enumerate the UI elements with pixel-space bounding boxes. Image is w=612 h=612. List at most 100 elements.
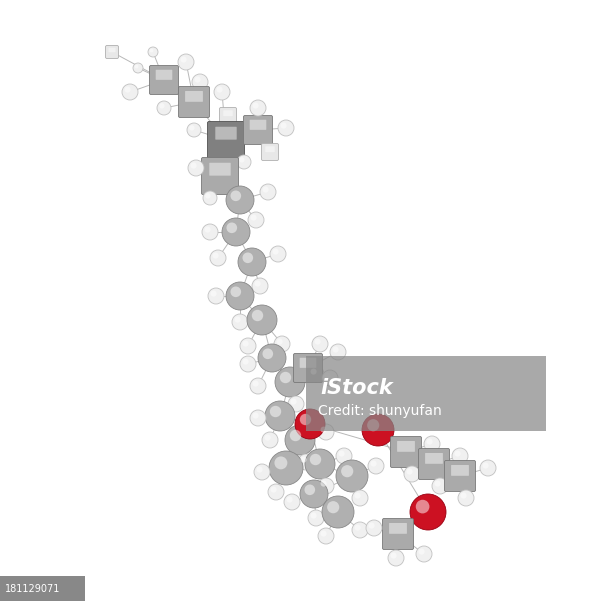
Circle shape [366, 520, 382, 536]
Circle shape [210, 250, 226, 266]
Circle shape [300, 480, 328, 508]
Circle shape [208, 288, 224, 304]
Circle shape [419, 548, 425, 554]
Circle shape [352, 490, 368, 506]
Circle shape [482, 463, 488, 469]
Circle shape [404, 466, 420, 482]
FancyBboxPatch shape [451, 465, 469, 476]
Circle shape [157, 101, 171, 115]
Circle shape [190, 163, 196, 169]
Circle shape [240, 338, 256, 354]
Circle shape [406, 469, 412, 475]
Circle shape [135, 65, 138, 69]
Circle shape [231, 286, 241, 297]
Circle shape [240, 356, 256, 372]
Circle shape [432, 478, 448, 494]
Circle shape [435, 480, 441, 487]
Circle shape [268, 484, 284, 500]
Circle shape [288, 396, 304, 412]
Circle shape [149, 48, 154, 53]
Circle shape [277, 338, 283, 345]
FancyBboxPatch shape [185, 91, 203, 102]
Circle shape [321, 427, 327, 433]
FancyBboxPatch shape [250, 120, 266, 130]
Circle shape [222, 218, 250, 246]
Circle shape [368, 458, 384, 474]
Circle shape [242, 253, 253, 263]
Circle shape [238, 248, 266, 276]
FancyBboxPatch shape [425, 453, 443, 464]
FancyBboxPatch shape [149, 65, 179, 94]
Circle shape [226, 282, 254, 310]
Circle shape [322, 370, 338, 386]
Circle shape [262, 432, 278, 448]
FancyBboxPatch shape [444, 460, 476, 491]
Circle shape [341, 465, 353, 477]
Circle shape [231, 190, 241, 201]
FancyBboxPatch shape [261, 143, 278, 160]
Circle shape [254, 464, 270, 480]
Circle shape [327, 501, 339, 513]
Circle shape [458, 490, 474, 506]
FancyBboxPatch shape [105, 45, 119, 59]
Circle shape [300, 457, 307, 463]
Circle shape [336, 448, 352, 464]
Circle shape [252, 278, 268, 294]
Circle shape [250, 100, 266, 116]
Circle shape [455, 450, 461, 457]
Circle shape [234, 316, 241, 323]
Circle shape [237, 155, 251, 169]
Circle shape [122, 84, 138, 100]
Text: 181129071: 181129071 [5, 584, 61, 594]
Circle shape [295, 409, 325, 439]
Circle shape [290, 430, 301, 441]
FancyBboxPatch shape [397, 441, 415, 452]
FancyBboxPatch shape [300, 358, 316, 368]
Circle shape [352, 522, 368, 538]
Circle shape [416, 500, 430, 513]
Circle shape [125, 86, 130, 92]
Circle shape [253, 412, 259, 419]
Circle shape [321, 480, 327, 487]
Circle shape [322, 496, 354, 528]
FancyBboxPatch shape [155, 70, 173, 80]
Circle shape [390, 553, 397, 559]
Circle shape [250, 378, 266, 394]
Circle shape [269, 451, 303, 485]
Circle shape [298, 454, 314, 470]
Circle shape [263, 187, 269, 193]
Circle shape [280, 372, 291, 383]
Circle shape [205, 193, 211, 198]
Circle shape [321, 531, 327, 537]
FancyBboxPatch shape [390, 436, 422, 468]
Text: Credit: shunyufan: Credit: shunyufan [318, 404, 442, 418]
Circle shape [188, 160, 204, 176]
Circle shape [274, 457, 288, 469]
Circle shape [300, 414, 311, 425]
FancyBboxPatch shape [382, 518, 414, 550]
Circle shape [211, 291, 217, 297]
FancyBboxPatch shape [294, 354, 323, 382]
Circle shape [270, 406, 281, 417]
FancyBboxPatch shape [419, 449, 449, 479]
Circle shape [368, 523, 375, 529]
Circle shape [416, 546, 432, 562]
Circle shape [280, 122, 286, 129]
Circle shape [242, 359, 248, 365]
Circle shape [256, 466, 263, 472]
Circle shape [203, 191, 217, 205]
FancyBboxPatch shape [108, 48, 116, 52]
Circle shape [265, 401, 295, 431]
Circle shape [367, 419, 379, 431]
Circle shape [336, 460, 368, 492]
Circle shape [264, 435, 271, 441]
Bar [306, 356, 546, 431]
Circle shape [338, 450, 345, 457]
Circle shape [242, 340, 248, 346]
Circle shape [217, 86, 223, 92]
Circle shape [286, 496, 293, 502]
FancyBboxPatch shape [220, 108, 236, 124]
Circle shape [255, 280, 261, 286]
Circle shape [260, 184, 276, 200]
Circle shape [312, 336, 328, 352]
